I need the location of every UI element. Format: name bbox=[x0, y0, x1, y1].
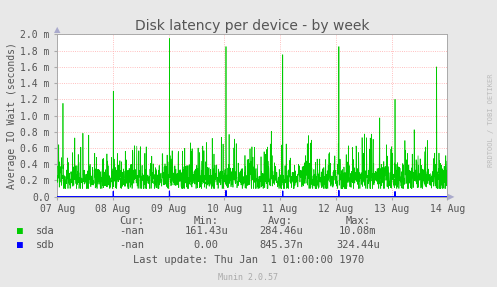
Text: sdb: sdb bbox=[36, 241, 55, 250]
Text: 324.44u: 324.44u bbox=[336, 241, 380, 250]
Text: Min:: Min: bbox=[194, 216, 219, 226]
Text: 0.00: 0.00 bbox=[194, 241, 219, 250]
Text: 10.08m: 10.08m bbox=[339, 226, 377, 236]
Text: -nan: -nan bbox=[119, 241, 144, 250]
Text: 845.37n: 845.37n bbox=[259, 241, 303, 250]
Text: Cur:: Cur: bbox=[119, 216, 144, 226]
Title: Disk latency per device - by week: Disk latency per device - by week bbox=[135, 19, 369, 33]
Y-axis label: Average IO Wait (seconds): Average IO Wait (seconds) bbox=[7, 42, 17, 189]
Text: ■: ■ bbox=[17, 226, 23, 236]
Text: RRDTOOL / TOBI OETIKER: RRDTOOL / TOBI OETIKER bbox=[488, 74, 494, 167]
Text: Avg:: Avg: bbox=[268, 216, 293, 226]
Text: sda: sda bbox=[36, 226, 55, 236]
Text: 161.43u: 161.43u bbox=[184, 226, 228, 236]
Text: 284.46u: 284.46u bbox=[259, 226, 303, 236]
Text: Max:: Max: bbox=[345, 216, 370, 226]
Text: -nan: -nan bbox=[119, 226, 144, 236]
Text: ▲: ▲ bbox=[54, 25, 61, 34]
Text: Munin 2.0.57: Munin 2.0.57 bbox=[219, 273, 278, 282]
Text: ■: ■ bbox=[17, 241, 23, 250]
Text: Last update: Thu Jan  1 01:00:00 1970: Last update: Thu Jan 1 01:00:00 1970 bbox=[133, 255, 364, 265]
Text: ▶: ▶ bbox=[448, 192, 455, 201]
